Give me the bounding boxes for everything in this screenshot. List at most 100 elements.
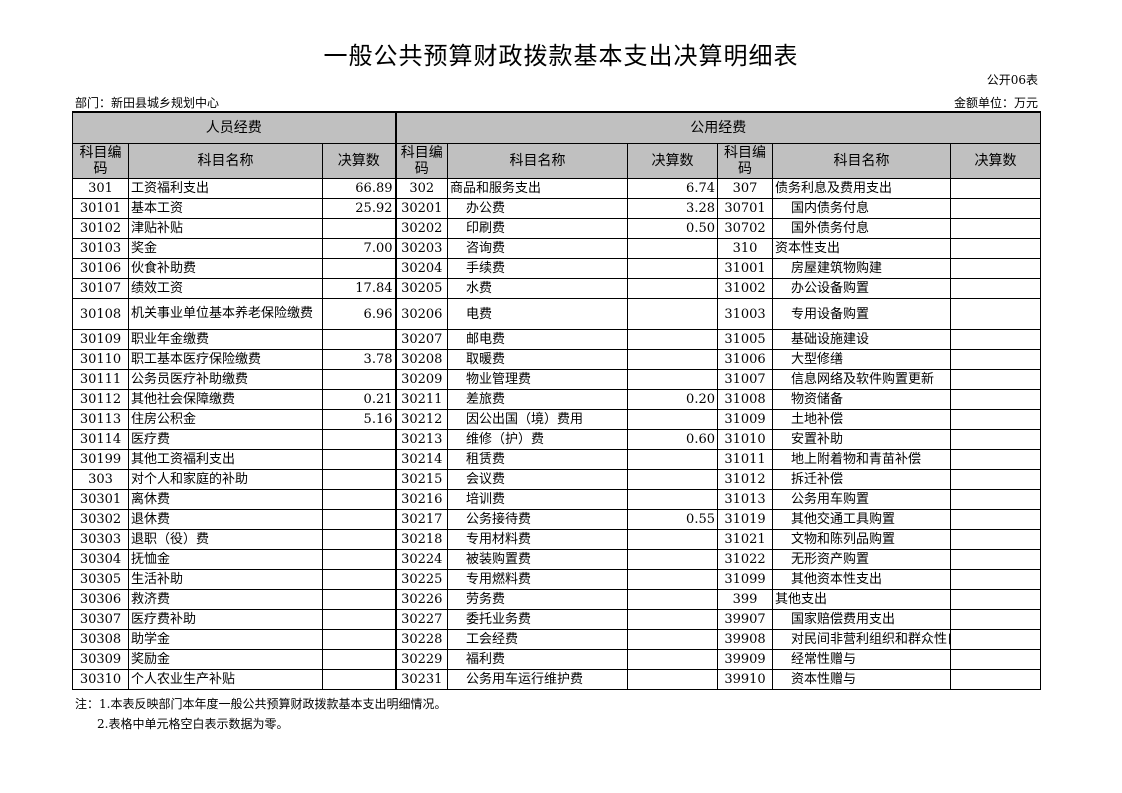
table-row: 30306 救济费 30226 劳务费 399 其他支出: [72, 589, 1041, 610]
cell-code: 30209: [394, 369, 448, 390]
cell-amount: [322, 609, 396, 630]
cell-amount: 3.28: [627, 198, 718, 219]
column-header-amount: 决算数: [322, 143, 396, 179]
cell-code: 30213: [394, 429, 448, 450]
cell-code: 30114: [72, 429, 129, 450]
cell-amount: [627, 278, 718, 299]
cell-amount: [627, 409, 718, 430]
column-header-code: 科目编码: [72, 143, 129, 179]
table-row: 30109 职业年金缴费 30207 邮电费 31005 基础设施建设: [72, 329, 1041, 350]
cell-name: 基础设施建设: [772, 329, 951, 350]
cell-amount: [627, 449, 718, 470]
cell-code: 30225: [394, 569, 448, 590]
group-header-public: 公用经费: [394, 111, 1041, 144]
cell-name: 水费: [447, 278, 628, 299]
cell-code: 31005: [717, 329, 773, 350]
cell-amount: [322, 549, 396, 570]
cell-amount: [322, 629, 396, 650]
cell-name: 取暖费: [447, 349, 628, 370]
cell-amount: 3.78: [322, 349, 396, 370]
cell-code: 31007: [717, 369, 773, 390]
cell-code: 30208: [394, 349, 448, 370]
cell-code: 31012: [717, 469, 773, 490]
expenditure-table: 人员经费 公用经费 科目编码 科目名称 决算数 科目编码 科目名称 决算数 科目编码 科目名称…: [72, 111, 1041, 690]
cell-name: 商品和服务支出: [447, 178, 628, 199]
cell-amount: [950, 549, 1041, 570]
cell-amount: [322, 589, 396, 610]
cell-code: 31003: [717, 298, 773, 330]
cell-code: 39907: [717, 609, 773, 630]
cell-code: 30106: [72, 258, 129, 279]
cell-amount: 0.60: [627, 429, 718, 450]
table-row: 30305 生活补助 30225 专用燃料费 31099 其他资本性支出: [72, 569, 1041, 590]
cell-amount: [322, 449, 396, 470]
cell-amount: [322, 429, 396, 450]
cell-amount: [322, 369, 396, 390]
cell-code: 30302: [72, 509, 129, 530]
table-row: 30308 助学金 30228 工会经费 39908 对民间非营利组织和群众性自: [72, 629, 1041, 650]
column-header-name: 科目名称: [447, 143, 628, 179]
cell-amount: [950, 429, 1041, 450]
cell-code: 30308: [72, 629, 129, 650]
table-row: 30103 奖金 7.00 30203 咨询费 310 资本性支出: [72, 238, 1041, 259]
cell-name: 工资福利支出: [128, 178, 323, 199]
cell-amount: [950, 329, 1041, 350]
cell-name: 津贴补贴: [128, 218, 323, 239]
cell-name: 公务接待费: [447, 509, 628, 530]
cell-name: 职工基本医疗保险缴费: [128, 349, 323, 370]
cell-name: 其他资本性支出: [772, 569, 951, 590]
cell-name: 退休费: [128, 509, 323, 530]
group-header-personnel: 人员经费: [72, 111, 396, 144]
cell-name: 手续费: [447, 258, 628, 279]
cell-name: 个人农业生产补贴: [128, 669, 323, 690]
table-row: 303 对个人和家庭的补助 30215 会议费 31012 拆迁补偿: [72, 469, 1041, 490]
cell-amount: [322, 509, 396, 530]
cell-name: 绩效工资: [128, 278, 323, 299]
table-row: 30304 抚恤金 30224 被装购置费 31022 无形资产购置: [72, 549, 1041, 570]
amount-unit-label: 金额单位：万元: [953, 96, 1038, 110]
table-row: 30307 医疗费补助 30227 委托业务费 39907 国家赔偿费用支出: [72, 609, 1041, 630]
cell-code: 30111: [72, 369, 129, 390]
cell-amount: [950, 178, 1041, 199]
cell-code: 30217: [394, 509, 448, 530]
cell-code: 30216: [394, 489, 448, 510]
table-row: 30112 其他社会保障缴费 0.21 30211 差旅费 0.20 31008 物资储备: [72, 389, 1041, 410]
cell-code: 31011: [717, 449, 773, 470]
table-row: 301 工资福利支出 66.89 302 商品和服务支出 6.74 307 债务利息及费用支出: [72, 178, 1041, 199]
cell-name: 维修（护）费: [447, 429, 628, 450]
cell-amount: [950, 298, 1041, 330]
cell-amount: [950, 449, 1041, 470]
cell-amount: 17.84: [322, 278, 396, 299]
cell-name: 培训费: [447, 489, 628, 510]
cell-code: 30224: [394, 549, 448, 570]
cell-amount: [322, 469, 396, 490]
cell-code: 30229: [394, 649, 448, 670]
cell-code: 399: [717, 589, 773, 610]
cell-name: 土地补偿: [772, 409, 951, 430]
cell-name: 机关事业单位基本养老保险缴费: [128, 298, 323, 330]
cell-name: 伙食补助费: [128, 258, 323, 279]
cell-name: 被装购置费: [447, 549, 628, 570]
cell-name: 办公设备购置: [772, 278, 951, 299]
cell-code: 30215: [394, 469, 448, 490]
cell-amount: 6.96: [322, 298, 396, 330]
cell-code: 30307: [72, 609, 129, 630]
cell-code: 30211: [394, 389, 448, 410]
cell-name: 经常性赠与: [772, 649, 951, 670]
cell-amount: [950, 629, 1041, 650]
cell-code: 31019: [717, 509, 773, 530]
cell-amount: [950, 529, 1041, 550]
cell-code: 30227: [394, 609, 448, 630]
cell-amount: 0.20: [627, 389, 718, 410]
cell-code: 30103: [72, 238, 129, 259]
cell-amount: [322, 218, 396, 239]
cell-code: 30206: [394, 298, 448, 330]
cell-amount: [950, 569, 1041, 590]
cell-code: 31006: [717, 349, 773, 370]
cell-amount: [322, 258, 396, 279]
cell-name: 国内债务付息: [772, 198, 951, 219]
cell-code: 30301: [72, 489, 129, 510]
cell-name: 国家赔偿费用支出: [772, 609, 951, 630]
cell-amount: [627, 629, 718, 650]
cell-amount: 0.55: [627, 509, 718, 530]
